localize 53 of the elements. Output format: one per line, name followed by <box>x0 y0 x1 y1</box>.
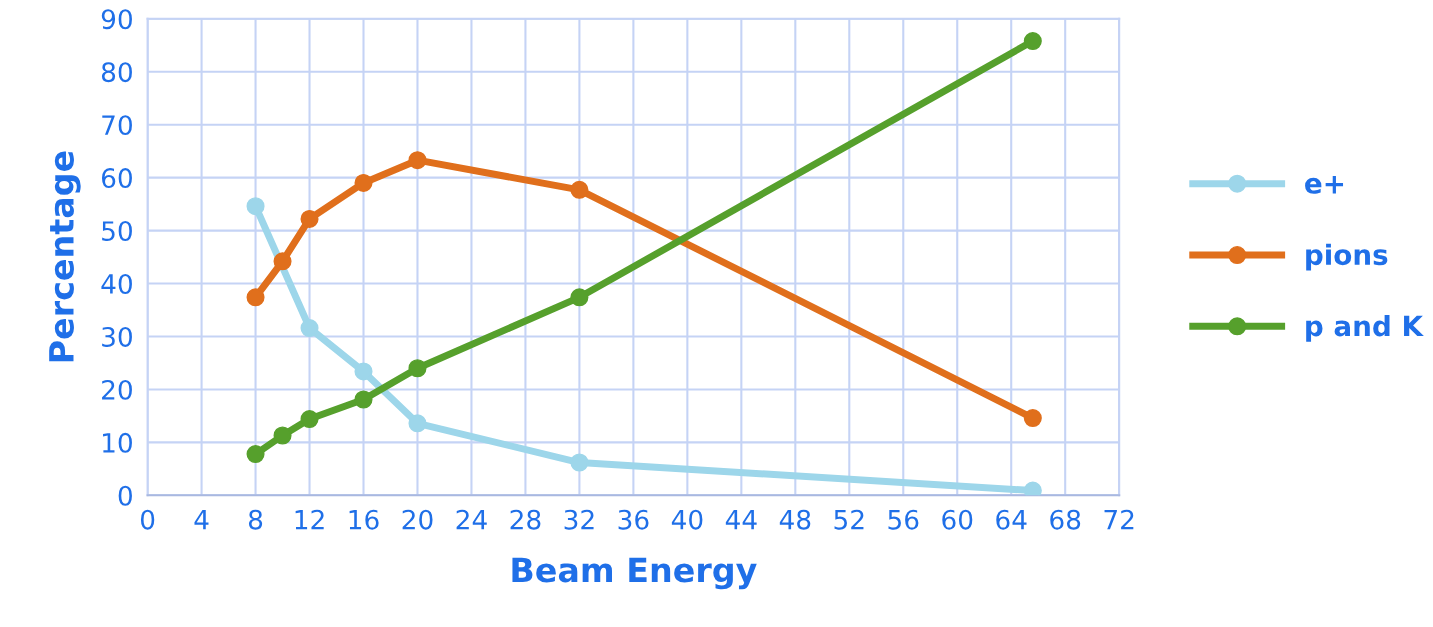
x-tick-label: 24 <box>456 509 487 530</box>
point <box>570 453 589 472</box>
legend-label: p and K <box>1306 314 1424 342</box>
x-tick-label: 72 <box>1104 509 1134 530</box>
x-tick-label: 28 <box>510 509 541 530</box>
x-tick-label: 16 <box>349 509 379 530</box>
x-tick-label: 32 <box>564 509 594 530</box>
x-tick-label: 60 <box>942 509 973 530</box>
x-tick-label: 0 <box>140 509 155 530</box>
point <box>300 410 319 429</box>
y-tick-label: 40 <box>101 273 132 294</box>
x-tick-label: 68 <box>1050 509 1081 530</box>
point <box>1023 408 1042 428</box>
y-tick-label: 90 <box>101 9 132 30</box>
point <box>246 197 265 216</box>
point <box>570 288 589 307</box>
point <box>570 180 589 199</box>
x-tick-label: 48 <box>779 509 811 530</box>
point <box>354 390 373 409</box>
point <box>354 362 373 381</box>
point <box>300 318 319 338</box>
x-tick-label: 20 <box>402 509 433 530</box>
y-tick-label: 50 <box>102 221 132 241</box>
y-tick-label: 20 <box>102 379 132 400</box>
legend-label: pions <box>1306 243 1388 271</box>
x-tick-label: 64 <box>996 509 1027 530</box>
point <box>246 288 265 307</box>
point <box>354 173 373 192</box>
point <box>408 359 427 378</box>
legend-label: e+ <box>1305 175 1344 194</box>
point <box>273 252 292 271</box>
x-axis-title: Beam Energy <box>512 557 757 590</box>
point <box>246 445 265 464</box>
point <box>1023 32 1042 51</box>
y-axis-title: Percentage <box>49 151 81 362</box>
y-tick-label: 80 <box>101 62 132 83</box>
x-tick-label: 40 <box>671 509 703 530</box>
x-tick-label: 56 <box>888 509 919 530</box>
x-tick-label: 8 <box>248 509 263 530</box>
y-tick-label: 30 <box>102 326 132 347</box>
y-tick-label: 70 <box>102 115 132 136</box>
x-tick-label: 52 <box>834 509 864 530</box>
x-tick-label: 36 <box>618 509 649 530</box>
x-tick-label: 4 <box>194 510 209 530</box>
point <box>300 209 319 228</box>
point <box>273 426 292 445</box>
y-tick-label: 10 <box>103 432 132 453</box>
point <box>408 414 427 433</box>
y-tick-label: 60 <box>101 168 132 189</box>
y-tick-label: 0 <box>118 485 132 506</box>
x-tick-label: 12 <box>295 509 324 530</box>
point <box>408 151 427 170</box>
x-tick-label: 44 <box>725 510 757 530</box>
